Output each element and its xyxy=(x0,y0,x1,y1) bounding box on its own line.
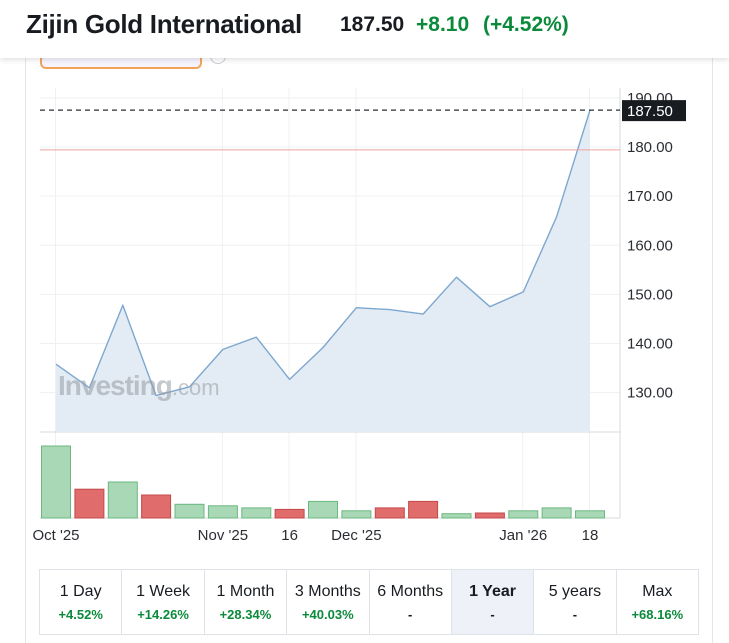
reference-lines xyxy=(40,109,620,151)
period-label: 6 Months xyxy=(377,583,444,600)
period-change: +14.26% xyxy=(137,607,189,622)
watermark-domain: .com xyxy=(171,375,220,400)
y-tick-label: 130.00 xyxy=(627,385,673,402)
volume-bar xyxy=(174,503,205,519)
period-1-day[interactable]: 1 Day +4.52% xyxy=(40,570,123,634)
last-price-tag xyxy=(622,100,686,122)
x-axis: Oct '25 Nov '25 16 Dec '25 Jan '26 18 xyxy=(32,527,598,544)
period-label: 1 Day xyxy=(59,583,102,600)
price-change: +8.10 xyxy=(416,13,470,36)
x-tick-label: Nov '25 xyxy=(198,527,248,544)
period-label: 3 Months xyxy=(294,583,361,600)
quote-header: Zijin Gold International 187.50 +8.10 (+… xyxy=(0,0,729,58)
volume-bar xyxy=(241,507,272,519)
period-change: - xyxy=(490,607,495,622)
volume-bar xyxy=(508,510,539,519)
period-6-months[interactable]: 6 Months - xyxy=(370,570,452,634)
period-change: - xyxy=(572,607,578,622)
volume-bar xyxy=(308,500,338,519)
period-change: +4.52% xyxy=(58,607,103,622)
last-price-tag-label: 187.50 xyxy=(627,103,673,120)
period-1-week[interactable]: 1 Week +14.26% xyxy=(122,570,205,634)
volume-bar xyxy=(474,512,505,519)
period-3-months[interactable]: 3 Months +40.03% xyxy=(287,570,370,634)
x-tick-label: Jan '26 xyxy=(499,527,547,544)
volume-bar xyxy=(341,510,372,519)
y-tick-label: 150.00 xyxy=(627,286,673,303)
period-label: 1 Month xyxy=(216,583,275,600)
price-area xyxy=(55,109,591,432)
investing-watermark: Investing.com xyxy=(58,370,220,402)
period-change: +68.16% xyxy=(631,607,684,622)
period-change: +40.03% xyxy=(301,607,354,622)
volume-bar xyxy=(441,513,472,519)
price-line xyxy=(55,109,591,397)
volume-bar xyxy=(41,445,71,519)
volume-bar xyxy=(107,481,138,519)
period-label: Max xyxy=(642,583,673,600)
x-tick-label: 16 xyxy=(281,527,298,544)
volume-bar xyxy=(374,507,405,519)
x-tick-label: 18 xyxy=(582,527,599,544)
x-tick-label: Oct '25 xyxy=(32,527,79,544)
y-tick-label: 170.00 xyxy=(627,188,673,205)
volume-bar xyxy=(575,510,605,519)
period-change: - xyxy=(408,607,413,622)
volume-bar xyxy=(141,494,172,519)
last-price: 187.50 xyxy=(340,13,405,36)
period-label: 1 Year xyxy=(469,583,516,600)
price-area-fill xyxy=(56,110,590,432)
instrument-title: Zijin Gold International xyxy=(26,9,302,39)
volume-bars xyxy=(41,445,605,519)
period-1-year[interactable]: 1 Year - xyxy=(451,570,535,634)
period-label: 1 Week xyxy=(136,583,191,600)
volume-bar xyxy=(274,508,305,519)
period-label: 5 years xyxy=(548,583,602,600)
y-tick-label: 140.00 xyxy=(627,336,673,353)
volume-bar xyxy=(408,500,439,519)
y-tick-label: 180.00 xyxy=(627,139,673,156)
volume-bar xyxy=(207,505,238,519)
period-change: +28.34% xyxy=(219,607,272,622)
period-1-month[interactable]: 1 Month +28.34% xyxy=(205,570,288,634)
period-selector: 1 Day +4.52% 1 Week +14.26% 1 Month +28.34%… xyxy=(39,569,699,635)
period-max[interactable]: Max +68.16% xyxy=(617,570,698,634)
period-5-years[interactable]: 5 years - xyxy=(534,570,617,634)
price-change-percent: (+4.52%) xyxy=(483,13,569,36)
volume-bar xyxy=(74,488,105,519)
y-tick-label: 160.00 xyxy=(627,237,673,254)
x-tick-label: Dec '25 xyxy=(331,527,381,544)
chart-panel xyxy=(25,58,713,643)
volume-bar xyxy=(541,507,572,519)
y-axis: 190.00180.00170.00160.00150.00140.00130.… xyxy=(622,90,686,402)
watermark-brand: Investing xyxy=(58,370,173,401)
